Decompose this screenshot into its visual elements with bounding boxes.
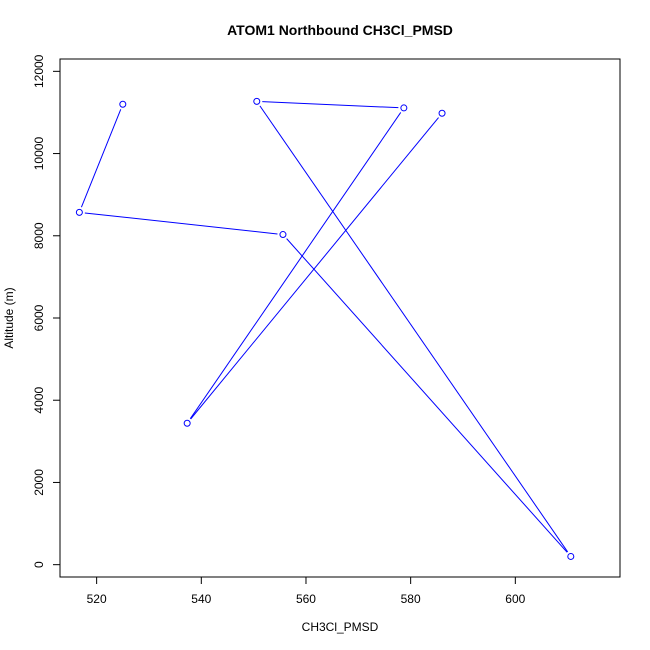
plot-frame xyxy=(59,58,621,578)
series-segment xyxy=(190,117,439,420)
data-point xyxy=(183,419,191,427)
y-tick-label: 8000 xyxy=(32,222,46,249)
y-tick-label: 2000 xyxy=(32,469,46,496)
series-segment xyxy=(262,101,399,109)
series-layer xyxy=(75,97,575,560)
y-axis: 0 2000 4000 6000 8000 10000 12000 xyxy=(32,54,60,568)
series-segment xyxy=(189,112,402,419)
y-tick-label: 6000 xyxy=(32,304,46,331)
x-tick-label: 540 xyxy=(191,592,211,606)
data-point xyxy=(400,104,408,112)
x-axis: 520 540 560 580 600 xyxy=(87,577,526,606)
y-axis-label: Altitude (m) xyxy=(2,287,16,348)
chart-title: ATOM1 Northbound CH3Cl_PMSD xyxy=(227,22,453,38)
x-tick-label: 600 xyxy=(505,592,525,606)
y-tick-label: 12000 xyxy=(32,54,46,88)
x-tick-label: 520 xyxy=(87,592,107,606)
series-segment xyxy=(80,109,122,208)
data-point xyxy=(119,100,127,108)
data-point xyxy=(253,97,261,105)
data-point xyxy=(279,231,287,239)
series-segment xyxy=(286,238,568,553)
y-tick-label: 10000 xyxy=(32,137,46,171)
data-point xyxy=(438,109,446,117)
x-axis-label: CH3Cl_PMSD xyxy=(302,620,379,634)
data-point xyxy=(567,552,575,560)
data-point xyxy=(75,208,83,216)
y-tick-label: 0 xyxy=(32,561,46,568)
series-segment xyxy=(259,105,569,553)
series-segment xyxy=(84,212,278,235)
y-tick-label: 4000 xyxy=(32,387,46,414)
x-tick-label: 560 xyxy=(296,592,316,606)
x-tick-label: 580 xyxy=(401,592,421,606)
